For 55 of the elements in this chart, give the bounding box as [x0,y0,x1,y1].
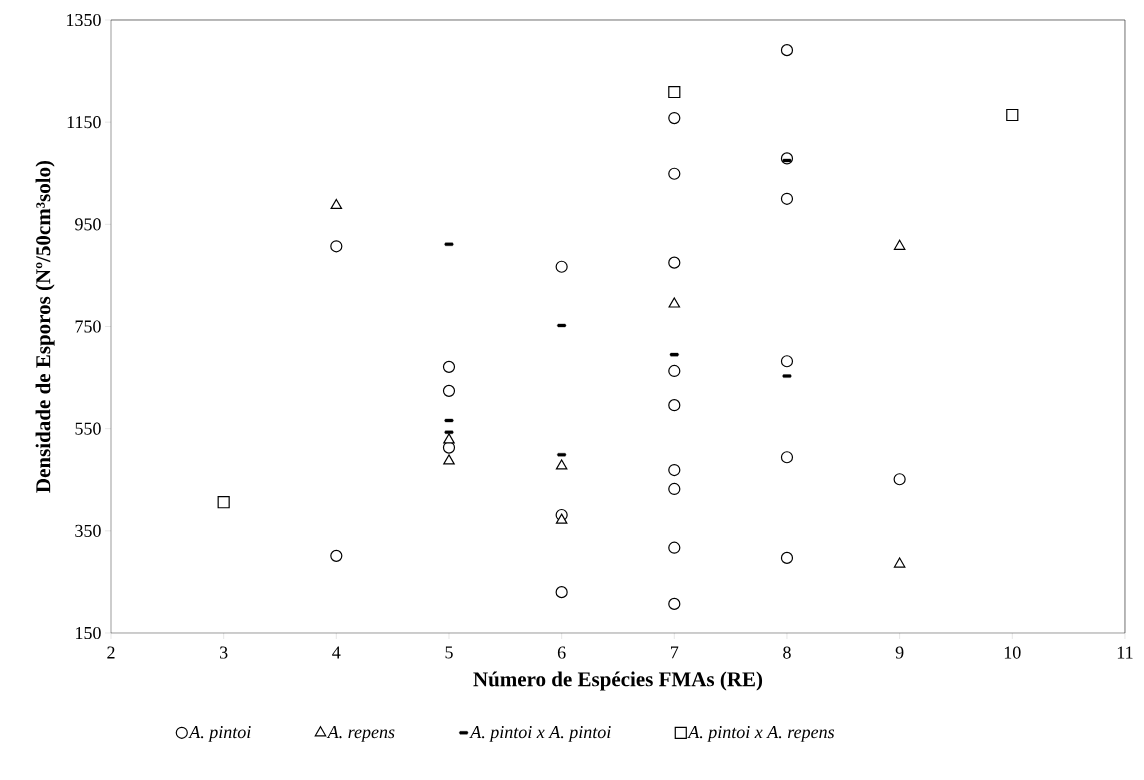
x-tick-label: 9 [895,646,904,659]
y-tick-label: 350 [75,524,101,537]
point [893,473,906,486]
point [555,586,568,599]
y-axis-title: Densidade de Esporos (Nº/50cm³solo) [35,160,55,493]
y-tick-label: 1150 [67,116,101,129]
y-tick-label: 150 [76,626,101,640]
x-axis-title: Número de Espécies FMAs (RE) [473,671,763,691]
y-tick-label: 950 [75,218,101,231]
point [442,360,456,373]
point [780,451,794,464]
point [893,239,906,250]
x-tick-label: 2 [107,646,115,659]
point [668,85,681,99]
y-tick-label: 1350 [67,13,101,27]
point [668,463,681,477]
x-tick-label: 4 [332,646,341,659]
point [555,459,568,470]
point [1006,108,1019,122]
point [780,551,794,565]
point [668,167,681,180]
x-tick-label: 5 [445,646,453,659]
x-tick-label: 6 [557,646,566,659]
point [668,111,681,125]
point [668,364,681,378]
point [668,297,681,308]
point [780,355,794,368]
point [442,384,456,397]
point [668,541,681,554]
point [780,192,794,205]
point [893,557,906,568]
point [555,260,568,273]
point [668,597,681,610]
legend-label: A. repens [326,726,395,742]
x-tick-label: 7 [671,646,679,659]
legend-label: A. pintoi [188,726,251,742]
x-tick-label: 8 [783,646,791,659]
y-tick-label: 550 [75,422,101,435]
point [330,198,343,210]
point [668,256,681,269]
y-tick-label: 750 [75,320,101,333]
point [668,482,681,496]
legend-label: A. pintoi x A. repens [687,726,835,742]
x-tick-label: 11 [1117,646,1133,659]
point [217,496,230,509]
point [443,454,455,465]
x-tick-label: 3 [220,646,228,659]
legend-label: A. pintoi x A. pintoi [469,726,611,742]
point [668,399,681,412]
point [330,549,343,562]
point [330,240,343,253]
point [443,433,455,444]
point [780,44,794,57]
x-tick-label: 10 [1004,646,1021,659]
point [555,513,568,524]
